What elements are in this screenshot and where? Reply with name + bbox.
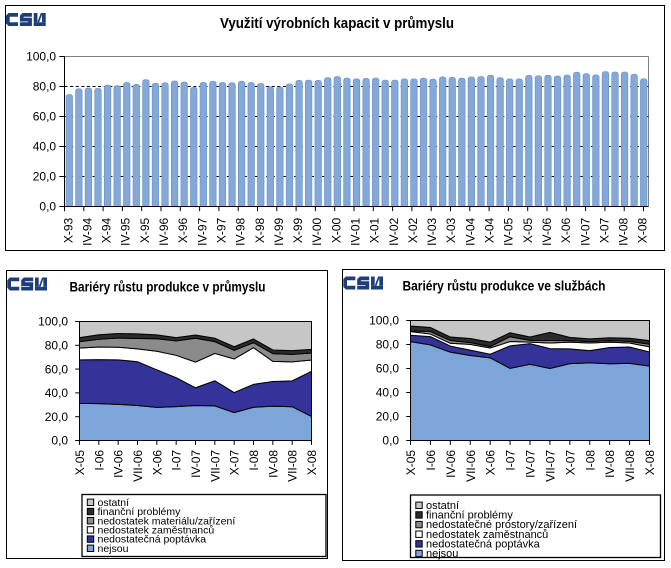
- svg-text:I-08: I-08: [583, 450, 597, 471]
- svg-text:VII-06: VII-06: [464, 450, 478, 482]
- svg-text:X-02: X-02: [406, 217, 420, 243]
- svg-text:IV-06: IV-06: [112, 450, 126, 478]
- svg-text:I-07: I-07: [504, 450, 518, 471]
- svg-text:60,0: 60,0: [33, 110, 57, 124]
- svg-text:VII-06: VII-06: [131, 450, 145, 482]
- svg-text:60,0: 60,0: [45, 362, 69, 376]
- svg-text:nedostatečná poptávka: nedostatečná poptávka: [98, 534, 207, 546]
- svg-text:X-00: X-00: [329, 217, 343, 243]
- svg-text:X-01: X-01: [368, 217, 382, 243]
- svg-text:100,0: 100,0: [369, 314, 399, 328]
- svg-text:IV-01: IV-01: [349, 217, 363, 245]
- svg-text:X-06: X-06: [484, 450, 498, 476]
- svg-text:finanční problémy: finanční problémy: [426, 510, 513, 522]
- svg-text:X-96: X-96: [176, 217, 190, 243]
- svg-text:X-07: X-07: [597, 217, 611, 243]
- svg-text:IV-06: IV-06: [444, 450, 458, 478]
- svg-text:X-08: X-08: [643, 450, 657, 476]
- svg-text:Bariéry růstu produkce v průmy: Bariéry růstu produkce v průmyslu: [70, 280, 266, 295]
- svg-text:IV-08: IV-08: [266, 450, 280, 478]
- svg-text:100,0: 100,0: [26, 50, 56, 64]
- svg-text:X-97: X-97: [214, 217, 228, 243]
- svg-text:40,0: 40,0: [45, 386, 69, 400]
- svg-text:VII-08: VII-08: [623, 450, 637, 482]
- svg-text:IV-00: IV-00: [310, 217, 324, 245]
- svg-text:IV-97: IV-97: [195, 217, 209, 245]
- svg-text:80,0: 80,0: [376, 338, 400, 352]
- svg-text:X-99: X-99: [291, 217, 305, 243]
- svg-text:X-05: X-05: [73, 450, 87, 476]
- svg-text:IV-99: IV-99: [272, 217, 286, 245]
- svg-text:VII-07: VII-07: [543, 450, 557, 482]
- svg-text:X-05: X-05: [404, 450, 418, 476]
- svg-text:I-06: I-06: [92, 450, 106, 471]
- svg-text:0,0: 0,0: [51, 434, 68, 448]
- svg-text:Využití výrobních kapacit v pr: Využití výrobních kapacit v průmyslu: [220, 16, 454, 32]
- svg-text:100,0: 100,0: [38, 315, 68, 329]
- svg-text:X-04: X-04: [483, 217, 497, 243]
- svg-text:nejsou: nejsou: [426, 548, 458, 560]
- svg-text:I-07: I-07: [170, 450, 184, 471]
- svg-text:X-07: X-07: [228, 450, 242, 476]
- svg-text:20,0: 20,0: [33, 170, 57, 184]
- svg-text:40,0: 40,0: [376, 386, 400, 400]
- svg-text:0,0: 0,0: [382, 434, 399, 448]
- svg-text:X-05: X-05: [521, 217, 535, 243]
- svg-text:IV-07: IV-07: [524, 450, 538, 478]
- svg-text:nedostatek zaměstnanců: nedostatek zaměstnanců: [98, 525, 215, 537]
- svg-text:X-08: X-08: [636, 217, 650, 243]
- svg-text:IV-08: IV-08: [617, 217, 631, 245]
- svg-text:IV-07: IV-07: [189, 450, 203, 478]
- svg-text:nedostatek materiálu/zařízení: nedostatek materiálu/zařízení: [98, 515, 236, 527]
- svg-text:nejsou: nejsou: [98, 543, 129, 555]
- svg-text:80,0: 80,0: [33, 80, 57, 94]
- svg-text:VII-07: VII-07: [208, 450, 222, 482]
- svg-text:60,0: 60,0: [376, 362, 400, 376]
- svg-text:nedostatečná poptávka: nedostatečná poptávka: [426, 538, 541, 550]
- svg-text:IV-98: IV-98: [234, 217, 248, 245]
- svg-text:80,0: 80,0: [45, 339, 69, 353]
- svg-text:X-93: X-93: [61, 217, 75, 243]
- svg-text:X-98: X-98: [253, 217, 267, 243]
- svg-text:ostatní: ostatní: [98, 497, 130, 509]
- svg-text:IV-05: IV-05: [502, 217, 516, 245]
- svg-text:IV-06: IV-06: [540, 217, 554, 245]
- svg-text:IV-95: IV-95: [119, 217, 133, 245]
- svg-text:40,0: 40,0: [33, 140, 57, 154]
- svg-text:X-06: X-06: [559, 217, 573, 243]
- svg-text:IV-03: IV-03: [425, 217, 439, 245]
- svg-text:X-06: X-06: [150, 450, 164, 476]
- svg-text:X-95: X-95: [138, 217, 152, 243]
- svg-text:X-03: X-03: [444, 217, 458, 243]
- svg-text:IV-96: IV-96: [157, 217, 171, 245]
- svg-text:I-08: I-08: [247, 450, 261, 471]
- svg-text:IV-07: IV-07: [578, 217, 592, 245]
- svg-text:IV-04: IV-04: [463, 217, 477, 245]
- svg-text:ostatní: ostatní: [426, 500, 459, 512]
- svg-text:X-07: X-07: [563, 450, 577, 476]
- svg-text:Bariéry růstu produkce ve služ: Bariéry růstu produkce ve službách: [403, 279, 606, 294]
- svg-text:VII-08: VII-08: [286, 450, 300, 482]
- svg-text:nedostatečné prostory/zařízení: nedostatečné prostory/zařízení: [426, 519, 577, 531]
- svg-text:nedostatek zaměstnanců: nedostatek zaměstnanců: [426, 529, 548, 541]
- svg-text:20,0: 20,0: [45, 410, 69, 424]
- svg-text:X-08: X-08: [305, 450, 319, 476]
- svg-text:I-06: I-06: [424, 450, 438, 471]
- svg-text:finanční problémy: finanční problémy: [98, 506, 182, 518]
- svg-text:X-94: X-94: [100, 217, 114, 243]
- svg-text:0,0: 0,0: [39, 200, 56, 214]
- svg-text:IV-08: IV-08: [603, 450, 617, 478]
- svg-text:IV-94: IV-94: [80, 217, 94, 245]
- svg-text:20,0: 20,0: [376, 410, 400, 424]
- svg-text:IV-02: IV-02: [387, 217, 401, 245]
